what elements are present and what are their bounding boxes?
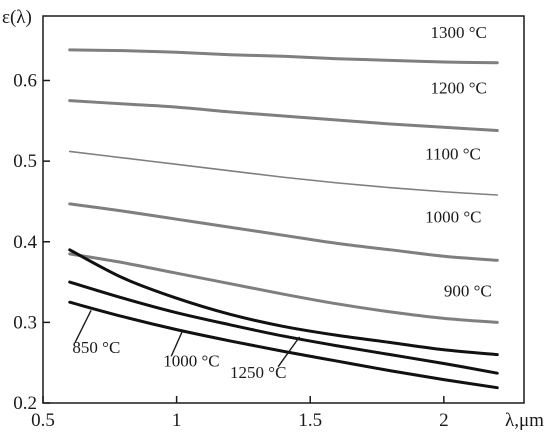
series-annotation: 1100 °C xyxy=(425,145,481,164)
series-line-5 xyxy=(68,248,499,357)
series-annotation: 1000 °C xyxy=(425,207,481,226)
leader-line xyxy=(277,336,301,368)
series-annotation: 1200 °C xyxy=(430,78,486,97)
series-line-1 xyxy=(68,99,499,132)
series-line-3 xyxy=(68,202,499,262)
series-line-2 xyxy=(68,150,499,196)
y-tick-label: 0.2 xyxy=(13,393,37,414)
annotation-leaders xyxy=(74,309,301,368)
axis-tick-labels: 0.5 1 1.5 2 0.2 0.3 0.4 0.5 0.6 xyxy=(13,71,448,432)
data-series xyxy=(68,48,499,390)
y-tick-label: 0.6 xyxy=(13,71,37,92)
x-tick-label: 1.5 xyxy=(298,410,322,431)
series-line-7 xyxy=(68,300,499,390)
series-annotation: 900 °C xyxy=(444,282,492,301)
series-line-4 xyxy=(68,252,499,324)
y-tick-label: 0.4 xyxy=(13,232,37,253)
y-axis-label: ε(λ) xyxy=(2,7,32,28)
series-annotation: 1250 °C xyxy=(230,363,286,382)
y-tick-label: 0.3 xyxy=(13,312,37,333)
x-tick-label: 0.5 xyxy=(31,410,55,431)
series-annotations: 1300 °C 1200 °C 1100 °C 1000 °C 900 °C 850 °C… xyxy=(72,23,491,382)
plot-frame xyxy=(42,15,525,404)
series-annotation: 1000 °C xyxy=(163,352,219,371)
series-line-6 xyxy=(68,280,499,375)
series-annotation: 850 °C xyxy=(72,338,120,357)
y-tick-label: 0.5 xyxy=(13,151,37,172)
x-tick-label: 2 xyxy=(439,410,449,431)
leader-line xyxy=(170,331,183,357)
x-tick-label: 1 xyxy=(172,410,182,431)
series-line-0 xyxy=(68,48,499,65)
leader-line xyxy=(74,309,92,343)
series-annotation: 1300 °C xyxy=(430,23,486,42)
x-axis-label: λ,μm xyxy=(505,410,544,431)
axis-ticks xyxy=(42,79,445,404)
